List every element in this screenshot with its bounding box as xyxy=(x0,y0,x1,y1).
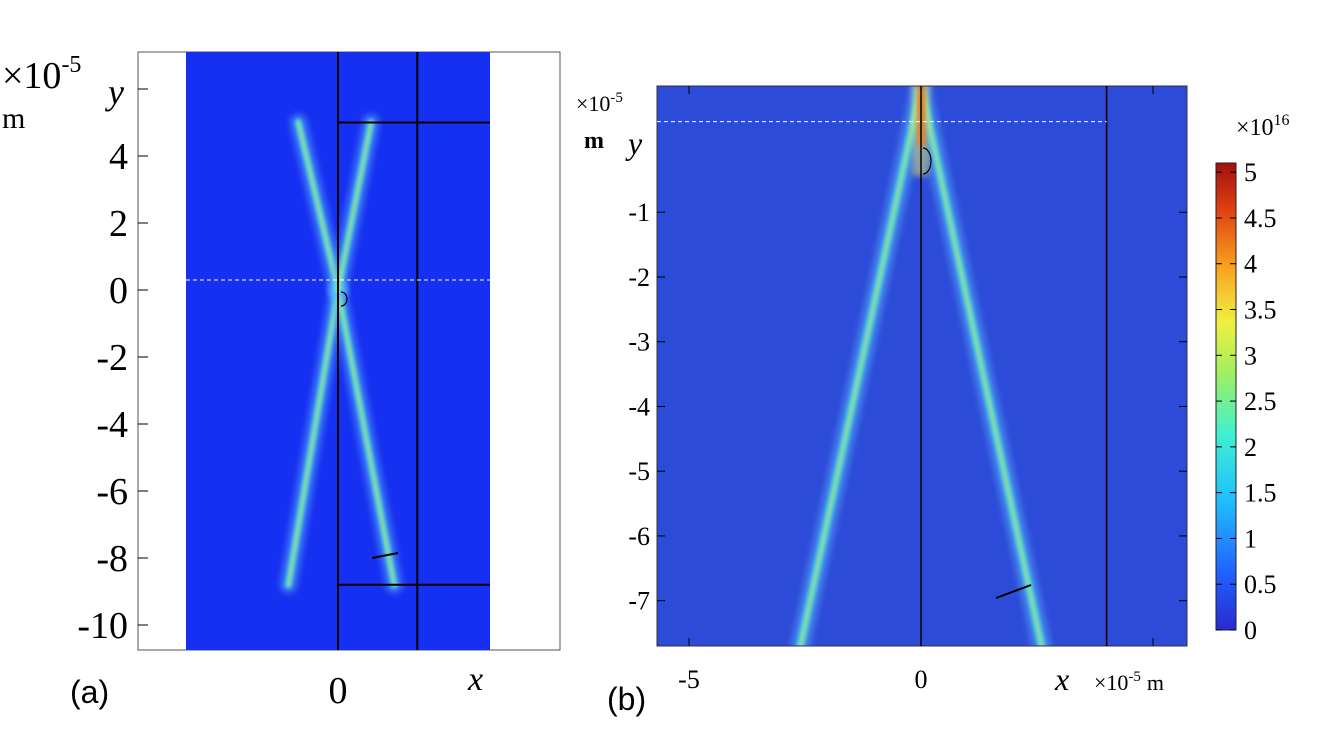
panel-b-x-tick-label: -5 xyxy=(678,665,700,694)
panel-b-x-label: x xyxy=(1054,661,1069,697)
colorbar: ×1016 5 4.5 4 3.5 3 2.5 2 1.5 1 0.5 0 xyxy=(1215,112,1290,645)
panel-a-x-label: x xyxy=(467,661,483,698)
panel-b-detector-mark xyxy=(995,584,1032,599)
panel-b-y-tick-label: -3 xyxy=(628,328,650,357)
panel-b-y-unit: m xyxy=(584,128,604,154)
panel-b-y-scale: ×10-5 xyxy=(576,90,623,116)
panel-a-y-scale: ×10-5 xyxy=(2,52,81,97)
panel-b-y-ticks: -1 -2 -3 -4 -5 -6 -7 xyxy=(628,198,1187,616)
panel-a-beams xyxy=(279,113,404,594)
panel-b-field xyxy=(657,86,1187,646)
panel-a-y-tick-label: -10 xyxy=(77,605,128,647)
panel-a-y-tick-label: 2 xyxy=(109,203,128,245)
panel-a-y-tick-label: -2 xyxy=(96,337,128,379)
colorbar-tick-label: 4.5 xyxy=(1244,204,1277,233)
panel-b-label: (b) xyxy=(607,681,646,717)
panel-b-frame xyxy=(656,85,1188,647)
panel-b-beam-left-0-layer-2 xyxy=(798,86,923,646)
panel-a-boundaries xyxy=(337,52,490,650)
panel-b-y-tick-label: -6 xyxy=(628,522,650,551)
colorbar-gradient xyxy=(1215,162,1237,631)
colorbar-ticks: 5 4.5 4 3.5 3 2.5 2 1.5 1 0.5 0 xyxy=(1216,158,1277,645)
panel-a-y-tick-label: 0 xyxy=(109,270,128,312)
colorbar-tick-label: 0.5 xyxy=(1244,570,1277,599)
panel-a-y-tick-label: -6 xyxy=(96,471,128,513)
colorbar-tick-label: 3 xyxy=(1244,341,1257,370)
panel-b: -1 -2 -3 -4 -5 -6 -7 -5 0 ×10-5 m y x ×10-5 m (b… xyxy=(576,85,1290,717)
panel-b-y-label: y xyxy=(625,125,643,161)
panel-a-x-tick-label: 0 xyxy=(329,670,348,712)
panel-b-y-tick-label: -5 xyxy=(628,457,650,486)
panel-a-y-tick-label: 4 xyxy=(109,136,128,178)
panel-a-beam-right-bottom-1-layer-2 xyxy=(336,288,396,587)
panel-a-x-ticks: 0 xyxy=(329,670,348,712)
panel-a: 4 2 0 -2 -4 -6 -8 -10 0 ×10-5 m y x (a) xyxy=(2,51,561,712)
panel-a-y-tick-label: -4 xyxy=(96,404,128,446)
panel-a-small-arc xyxy=(340,291,348,307)
panel-a-beam-right-top-3-layer-2 xyxy=(336,121,373,292)
panel-a-y-label: y xyxy=(105,72,124,112)
panel-b-boundaries xyxy=(920,86,1108,646)
panel-a-beam-left-bottom-0-layer-2 xyxy=(286,288,340,587)
colorbar-tick-label: 2 xyxy=(1244,433,1257,462)
colorbar-tick-label: 2.5 xyxy=(1244,387,1277,416)
panel-a-y-tick-label: -8 xyxy=(96,538,128,580)
panel-a-detector-mark xyxy=(371,552,399,559)
panel-a-y-ticks: 4 2 0 -2 -4 -6 -8 -10 xyxy=(77,88,148,647)
colorbar-tick-label: 3.5 xyxy=(1244,296,1277,325)
panel-a-y-unit: m xyxy=(2,102,25,135)
colorbar-tick-label: 0 xyxy=(1244,616,1257,645)
panel-b-y-tick-label: -4 xyxy=(628,392,650,421)
colorbar-tick-label: 1 xyxy=(1244,524,1257,553)
panel-b-y-tick-label: -1 xyxy=(628,198,650,227)
panel-b-y-tick-label: -2 xyxy=(628,263,650,292)
panel-b-x-ticks: -5 0 xyxy=(678,86,1154,694)
colorbar-tick-label: 1.5 xyxy=(1244,479,1277,508)
panel-b-y-tick-label: -7 xyxy=(628,587,650,616)
panel-b-x-scale: ×10-5 m xyxy=(1094,669,1164,695)
panel-b-x-tick-label: 0 xyxy=(915,665,928,694)
panel-b-beams xyxy=(790,86,1052,646)
panel-a-label: (a) xyxy=(70,674,109,710)
colorbar-tick-label: 4 xyxy=(1244,250,1257,279)
colorbar-scale: ×1016 xyxy=(1236,112,1290,141)
panel-a-beam-left-top-2-layer-2 xyxy=(296,121,340,292)
colorbar-tick-label: 5 xyxy=(1244,158,1257,187)
panel-b-beam-right-1-layer-2 xyxy=(919,86,1044,646)
panel-b-small-arc xyxy=(922,147,932,175)
